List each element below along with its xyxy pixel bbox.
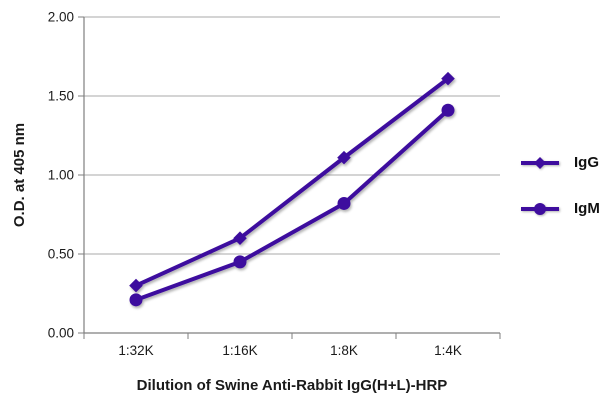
x-tick-label: 1:8K [330,343,358,358]
y-tick-label: 0.50 [48,247,74,262]
data-point-circle [441,103,455,117]
legend: IgG IgM [519,153,600,219]
legend-diamond [534,157,546,169]
y-tick-label: 0.00 [48,326,74,341]
x-tick-label: 1:4K [434,343,462,358]
data-point-diamond [129,278,143,293]
y-tick-label: 2.00 [48,10,74,25]
y-tick-label: 1.00 [48,168,74,183]
data-point-diamond [233,231,247,245]
data-point-diamond [441,71,455,86]
data-point-circle [337,196,351,210]
legend-item-igm: IgM [519,199,600,219]
x-tick-label: 1:32K [118,343,153,358]
legend-label-igm: IgM [574,200,600,217]
series-line [134,76,450,288]
legend-label-igg: IgG [574,154,599,171]
y-axis-title: O.D. at 405 nm [11,122,28,228]
data-point-diamond [337,150,351,165]
series-line [134,108,450,302]
igg-diamond-marker-icon [521,157,559,169]
igm-circle-marker-icon [521,203,559,215]
y-tick-label: 1.50 [48,89,74,104]
legend-item-igg: IgG [519,153,600,173]
x-axis-title: Dilution of Swine Anti-Rabbit IgG(H+L)-H… [136,377,448,394]
x-tick-label: 1:16K [222,343,257,358]
series-igg [129,71,455,293]
data-point-circle [233,255,247,269]
series-igm [129,103,455,307]
legend-circle [534,203,546,215]
data-point-circle [129,293,143,307]
